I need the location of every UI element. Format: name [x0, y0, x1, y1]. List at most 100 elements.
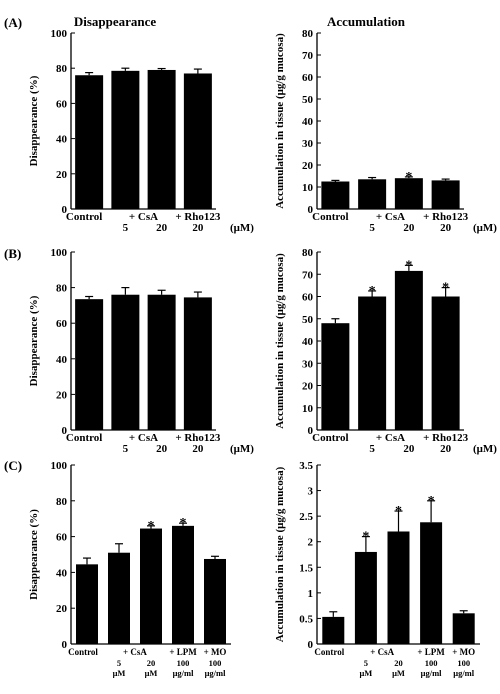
significance-mark-b-right-3: * [442, 281, 449, 296]
x-tick-label-a-right-1: + CsA [376, 211, 405, 223]
y-tick-label-c-right-3: 1.5 [299, 562, 313, 574]
x-tick-label-b-right-5: 20 [440, 443, 452, 455]
x-tick-label-c-right-9: + MO [452, 647, 475, 657]
unit-label-b-right: (μM) [473, 443, 497, 455]
y-tick-label-b-right-8: 80 [302, 247, 314, 259]
y-axis-label-a-right: Accumulation in tissue (μg/g mucosa) [274, 33, 286, 209]
x-tick-label-a-right-0: Control [312, 211, 348, 223]
y-tick-label-b-right-4: 40 [302, 336, 314, 348]
x-tick-label-b-left-0: Control [66, 432, 102, 444]
x-tick-label-c-left-10: 100 [209, 658, 222, 668]
bar-a-left-3 [183, 73, 212, 209]
x-tick-label-b-right-0: Control [312, 432, 348, 444]
x-tick-label-c-right-6: + LPM [417, 647, 445, 657]
bar-c-right-4 [452, 613, 475, 644]
y-tick-label-b-right-3: 30 [302, 358, 314, 370]
y-tick-label-b-right-6: 60 [302, 292, 314, 304]
bar-c-right-2 [387, 531, 410, 644]
y-tick-label-c-right-5: 2.5 [299, 511, 313, 523]
x-tick-label-c-left-11: μg/ml [205, 668, 227, 678]
y-tick-label-b-left-1: 20 [56, 389, 68, 401]
y-tick-label-c-left-1: 20 [56, 603, 68, 615]
unit-label-a-left: (μM) [230, 222, 254, 234]
y-tick-label-a-left-3: 60 [56, 98, 68, 110]
y-tick-label-a-left-5: 100 [51, 28, 68, 40]
y-tick-label-c-right-7: 3.5 [299, 460, 313, 472]
column-title-disappearance: Disappearance [74, 14, 157, 29]
bar-a-right-0 [321, 181, 350, 209]
bar-a-left-1 [111, 70, 140, 209]
bar-c-left-4 [204, 558, 226, 644]
bar-b-right-3 [431, 296, 460, 430]
y-tick-label-a-left-2: 40 [56, 134, 68, 146]
panel-label-c: (C) [4, 458, 22, 473]
y-tick-label-b-left-2: 40 [56, 354, 68, 366]
x-tick-label-a-left-0: Control [66, 211, 102, 223]
y-tick-label-b-right-0: 0 [308, 425, 314, 437]
bar-a-left-0 [75, 75, 104, 210]
x-tick-label-a-left-4: + Rho123 [175, 211, 221, 223]
y-tick-label-b-right-5: 50 [302, 314, 314, 326]
y-axis-label-b-left: Disappearance (%) [28, 295, 40, 386]
x-tick-label-c-right-11: μg/ml [453, 668, 475, 678]
significance-mark-c-left-3: * [180, 516, 187, 531]
x-tick-label-c-right-4: 20 [394, 658, 403, 668]
y-tick-label-b-right-1: 10 [302, 403, 314, 415]
y-tick-label-a-right-7: 70 [302, 50, 314, 62]
significance-mark-c-right-3: * [428, 494, 435, 509]
y-tick-label-c-left-5: 100 [51, 460, 68, 472]
x-tick-label-a-right-3: 20 [403, 222, 415, 234]
bar-a-right-1 [358, 179, 387, 209]
panel-label-a: (A) [4, 15, 22, 30]
y-axis-label-c-right: Accumulation in tissue (μg/g mucosa) [274, 466, 286, 642]
y-tick-label-a-right-2: 20 [302, 160, 314, 172]
y-tick-label-c-right-2: 1 [308, 588, 314, 600]
bar-b-right-1 [358, 296, 387, 430]
x-tick-label-a-right-4: + Rho123 [423, 211, 469, 223]
bar-b-left-3 [183, 297, 212, 430]
x-tick-label-a-left-1: + CsA [129, 211, 158, 223]
x-tick-label-c-left-4: 20 [147, 658, 156, 668]
x-tick-label-c-right-7: 100 [425, 658, 438, 668]
x-tick-label-c-right-2: 5 [364, 658, 368, 668]
bar-c-right-1 [354, 551, 377, 644]
y-axis-label-b-right: Accumulation in tissue (μg/g mucosa) [274, 253, 286, 429]
y-tick-label-a-right-3: 30 [302, 138, 314, 150]
x-tick-label-a-right-5: 20 [440, 222, 452, 234]
y-tick-label-c-left-4: 80 [56, 496, 68, 508]
y-tick-label-c-left-2: 40 [56, 567, 68, 579]
y-tick-label-b-right-2: 20 [302, 381, 314, 393]
bar-b-left-1 [111, 294, 140, 430]
significance-mark-b-right-2: * [405, 258, 412, 273]
significance-mark-a-right-2: * [405, 170, 412, 185]
x-tick-label-c-left-1: + CsA [123, 647, 147, 657]
significance-mark-c-right-1: * [362, 530, 369, 545]
bar-b-left-0 [75, 299, 104, 430]
bar-a-right-2 [394, 178, 423, 209]
x-tick-label-a-left-5: 20 [192, 222, 204, 234]
bar-a-right-3 [431, 180, 460, 209]
panel-label-b: (B) [4, 246, 21, 261]
bar-c-right-0 [322, 616, 345, 644]
x-tick-label-c-right-8: μg/ml [421, 668, 443, 678]
x-tick-label-b-right-3: 20 [403, 443, 415, 455]
y-tick-label-a-right-8: 80 [302, 28, 314, 40]
y-tick-label-a-left-0: 0 [62, 204, 68, 216]
x-tick-label-b-right-4: + Rho123 [423, 432, 469, 444]
y-axis-label-a-left: Disappearance (%) [28, 75, 40, 166]
bar-b-right-0 [321, 323, 350, 430]
bar-c-left-1 [108, 552, 130, 644]
y-tick-label-a-right-6: 60 [302, 72, 314, 84]
y-tick-label-a-left-4: 80 [56, 63, 68, 75]
x-tick-label-b-left-5: 20 [192, 443, 204, 455]
x-tick-label-b-right-1: + CsA [376, 432, 405, 444]
x-tick-label-c-left-8: μg/ml [173, 668, 195, 678]
y-tick-label-c-left-3: 60 [56, 532, 68, 544]
bar-a-left-2 [147, 69, 176, 210]
y-tick-label-a-right-1: 10 [302, 182, 314, 194]
x-tick-label-c-left-5: μM [145, 668, 158, 678]
x-tick-label-c-left-9: + MO [204, 647, 227, 657]
y-tick-label-c-right-4: 2 [308, 537, 314, 549]
